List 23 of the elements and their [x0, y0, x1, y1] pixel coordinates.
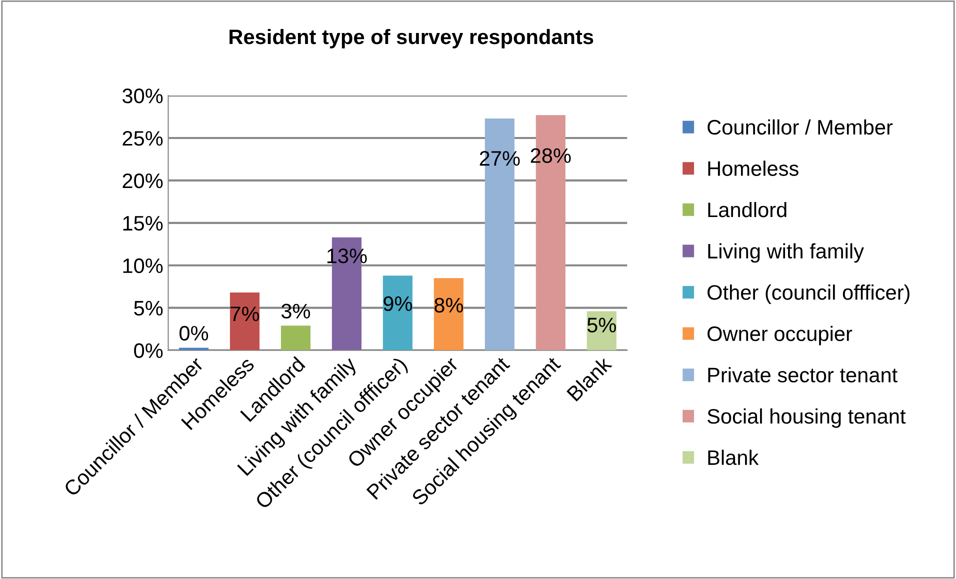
chart-title: Resident type of survey respondants: [230, 28, 594, 48]
data-label: 27%: [480, 151, 520, 166]
legend-label: Councillor / Member: [708, 119, 893, 135]
legend-label: Landlord: [708, 202, 786, 218]
data-label: 9%: [384, 296, 412, 312]
data-label: 5%: [587, 318, 616, 332]
data-label: 8%: [434, 298, 463, 313]
y-tick-label: 25%: [122, 130, 163, 146]
y-tick-label: 0%: [134, 343, 163, 358]
data-label: 0%: [180, 326, 208, 341]
data-label: 28%: [530, 148, 571, 163]
y-tick-label: 10%: [123, 258, 163, 274]
data-label: 3%: [281, 304, 310, 319]
y-tick-label: 20%: [122, 173, 163, 188]
data-label: 7%: [230, 306, 260, 322]
legend-label: Living with family: [708, 243, 864, 263]
y-tick-label: 15%: [123, 216, 163, 231]
legend-label: Other (council offficer): [708, 284, 910, 304]
y-tick-label: 30%: [122, 88, 163, 104]
legend-label: Owner occupier: [708, 326, 852, 346]
legend-label: Homeless: [708, 160, 798, 176]
legend-label: Blank: [708, 450, 759, 466]
y-tick-label: 5%: [134, 300, 163, 316]
